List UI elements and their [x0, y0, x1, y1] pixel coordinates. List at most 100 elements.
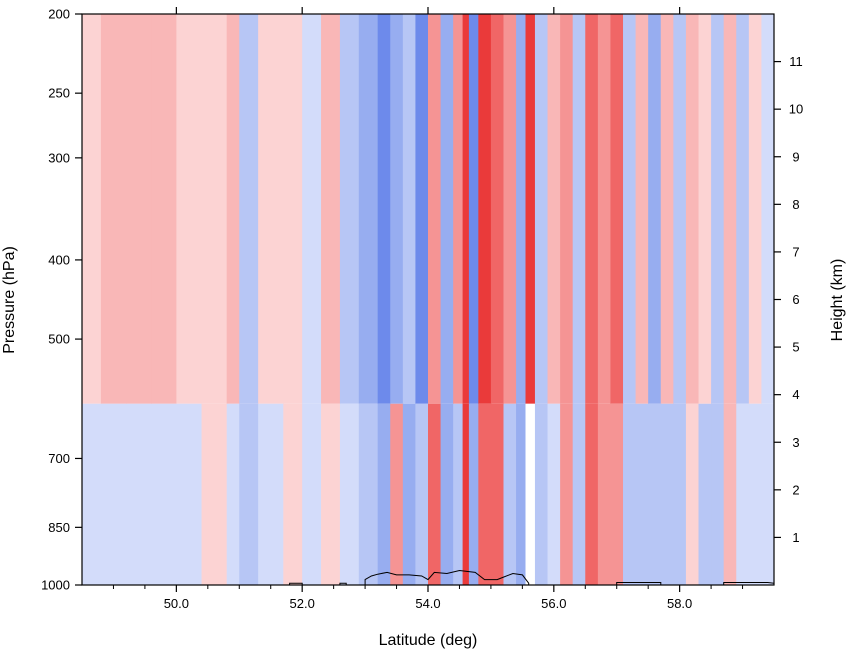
heatmap-cell-lower: [390, 403, 404, 585]
y-tick-label: 300: [48, 150, 70, 165]
heatmap-cell-upper: [698, 14, 712, 404]
heatmap-cell-upper: [736, 14, 750, 404]
heatmap-cell-lower: [201, 403, 228, 585]
heatmap-cell-upper: [748, 14, 763, 404]
heatmap-cell-lower: [428, 403, 442, 585]
heatmap-cell-upper: [428, 14, 442, 404]
heatmap-cell-upper: [321, 14, 341, 404]
heatmap-cell-upper: [453, 14, 464, 404]
heatmap-cell-upper: [339, 14, 360, 404]
heatmap-cell-upper: [503, 14, 517, 404]
heatmap-cell-lower: [711, 403, 725, 585]
heatmap-cell-lower: [440, 403, 454, 585]
heatmap-cell-lower: [82, 403, 102, 585]
x-tick-label: 54.0: [415, 596, 440, 611]
heatmap-cell-lower: [723, 403, 737, 585]
y2-tick-label: 10: [789, 102, 803, 117]
heatmap-cell-lower: [736, 403, 750, 585]
terrain-line: [82, 569, 774, 585]
heatmap-cell-lower: [226, 403, 240, 585]
heatmap-cell-lower: [283, 403, 303, 585]
heatmap-cell-lower: [547, 403, 561, 585]
heatmap-cell-upper: [100, 14, 127, 404]
heatmap-cell-upper: [534, 14, 549, 404]
heatmap-cell-lower: [660, 403, 674, 585]
heatmap-cell-upper: [390, 14, 404, 404]
y2-tick-label: 8: [792, 197, 799, 212]
heatmap-cell-upper: [572, 14, 586, 404]
heatmap-field: [82, 14, 774, 585]
heatmap-cell-lower: [402, 403, 417, 585]
y-tick-label: 200: [48, 7, 70, 22]
y-tick-label: 700: [48, 451, 70, 466]
heatmap-cell-upper: [239, 14, 259, 404]
heatmap-cell-upper: [440, 14, 454, 404]
heatmap-cell-lower: [673, 403, 687, 585]
axis-ticks: 50.0 52.0 54.0 56.0 58.0 1000 850 700 500 400 300 2…: [41, 7, 803, 612]
heatmap-cell-upper: [525, 14, 536, 404]
terrain-outline: [82, 569, 774, 585]
heatmap-cell-lower: [239, 403, 259, 585]
heatmap-cell-lower: [302, 403, 322, 585]
y2-tick-label: 9: [792, 149, 799, 164]
heatmap-cell-lower: [358, 403, 379, 585]
heatmap-cell-upper: [660, 14, 674, 404]
heatmap-cell-lower: [339, 403, 360, 585]
heatmap-cell-upper: [610, 14, 624, 404]
heatmap-cell-lower: [698, 403, 712, 585]
x-tick-label: 50.0: [164, 596, 189, 611]
y-axis-title: Pressure (hPa): [1, 246, 18, 354]
heatmap-cell-lower: [761, 403, 774, 585]
y2-tick-label: 11: [789, 54, 803, 69]
x-tick-label: 58.0: [667, 596, 692, 611]
heatmap-cell-upper: [82, 14, 102, 404]
heatmap-cell-upper: [597, 14, 612, 404]
y2-tick-label: 1: [792, 530, 799, 545]
heatmap-cell-lower: [623, 403, 637, 585]
y2-tick-label: 6: [792, 292, 799, 307]
heatmap-cell-lower: [415, 403, 429, 585]
y-tick-label: 850: [48, 520, 70, 535]
heatmap-cell-upper: [151, 14, 177, 404]
heatmap-cell-lower: [100, 403, 127, 585]
heatmap-cell-upper: [761, 14, 774, 404]
heatmap-cell-upper: [258, 14, 284, 404]
y2-tick-label: 3: [792, 435, 799, 450]
heatmap-cell-upper: [673, 14, 687, 404]
heatmap-cell-lower: [534, 403, 549, 585]
y2-tick-label: 7: [792, 244, 799, 259]
y-tick-label: 250: [48, 86, 70, 101]
heatmap-cell-upper: [635, 14, 649, 404]
y2-tick-label: 2: [792, 482, 799, 497]
heatmap-cell-upper: [402, 14, 417, 404]
heatmap-cell-lower: [151, 403, 177, 585]
heatmap-cell-lower: [453, 403, 464, 585]
heatmap-cell-upper: [126, 14, 152, 404]
heatmap-cell-upper: [648, 14, 662, 404]
heatmap-cell-upper: [176, 14, 203, 404]
heatmap-cell-lower: [585, 403, 599, 585]
heatmap-cell-upper: [358, 14, 379, 404]
x-axis-title: Latitude (deg): [379, 632, 478, 649]
heatmap-cell-lower: [258, 403, 284, 585]
heatmap-cell-upper: [585, 14, 599, 404]
x-tick-label: 56.0: [541, 596, 566, 611]
heatmap-cell-lower: [176, 403, 203, 585]
heatmap-cell-lower: [503, 403, 517, 585]
heatmap-cell-lower: [610, 403, 624, 585]
heatmap-cell-upper: [201, 14, 228, 404]
heatmap-cell-upper: [711, 14, 725, 404]
y-tick-label: 400: [48, 252, 70, 267]
heatmap-cell-upper: [377, 14, 391, 404]
heatmap-cell-lower: [462, 403, 470, 585]
heatmap-cell-lower: [525, 403, 536, 585]
x-tick-label: 52.0: [290, 596, 315, 611]
heatmap-cell-lower: [560, 403, 574, 585]
heatmap-cell-lower: [635, 403, 649, 585]
heatmap-cell-upper: [226, 14, 240, 404]
heatmap-cell-lower: [748, 403, 763, 585]
heatmap-cell-lower: [597, 403, 612, 585]
y-tick-label: 500: [48, 332, 70, 347]
heatmap-cell-upper: [560, 14, 574, 404]
